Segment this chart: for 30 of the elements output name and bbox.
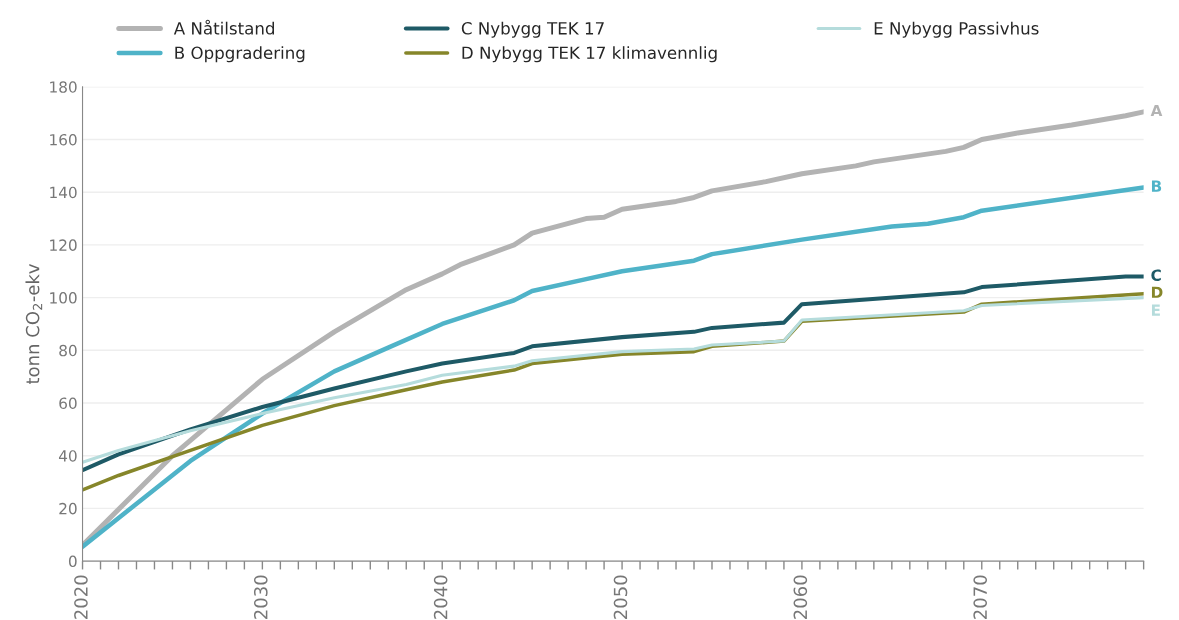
text: C [1151,269,1161,281]
y-tick-label: 80 [59,344,77,357]
x-tick-label: 2030 [253,575,268,619]
y-tick-label: 180 [50,81,77,93]
legend-label: E Nybygg Passivhus [874,21,1039,38]
legend-label: A Nåtilstand [173,19,274,35]
text: A [1150,104,1163,117]
line-series [82,185,1144,549]
y-tick-label: 40 [58,450,77,462]
x-tick-label: 2020 [74,575,88,619]
y-tick-label: 60 [59,397,77,410]
y-tick-label: 160 [50,133,77,146]
y-tick-label: 0 [68,555,77,568]
x-tick-label: 2050 [613,575,628,619]
y-tick-label: 140 [50,186,77,199]
x-tick-label: 2040 [433,575,448,619]
text: E [1151,304,1160,316]
y-tick-label: 20 [59,502,77,515]
text: B [1151,180,1162,192]
text: D [1151,286,1163,298]
y-tick-label: 100 [50,292,77,304]
legend-label: D Nybygg TEK 17 klimavennlig [462,46,717,63]
y-tick-label: 120 [50,239,77,251]
x-tick-label: 2060 [793,575,808,619]
x-tick-label: 2070 [973,575,988,619]
y-axis-title: tonn CO$_{2}$-ekv [25,264,43,385]
legend-label: B Oppgradering [175,46,305,63]
legend-label: C Nybygg TEK 17 [461,21,604,38]
line-series [82,296,1144,464]
line-series [82,274,1144,473]
